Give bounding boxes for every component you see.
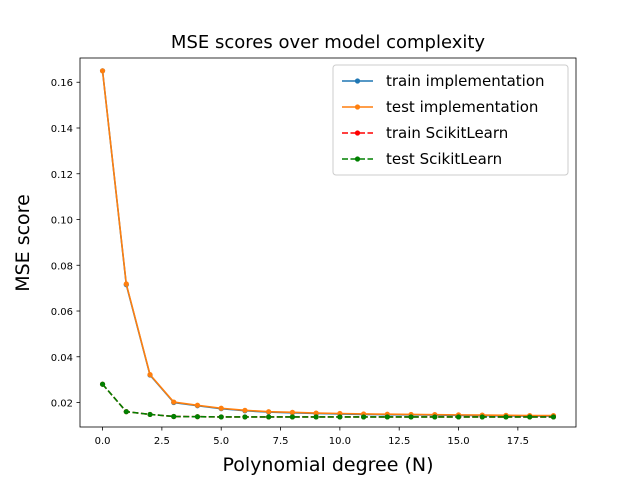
legend-label: train ScikitLearn <box>386 124 508 142</box>
data-point <box>171 413 177 420</box>
data-point <box>218 405 224 411</box>
data-point <box>147 372 153 378</box>
x-tick-label: 7.5 <box>273 436 289 447</box>
legend-swatch-marker <box>354 130 361 136</box>
data-point <box>242 407 248 413</box>
plot-area: 0.0 2.5 5.0 7.5 10.0 12.5 15.0 17.5 0.02 0.04 0.06… <box>51 57 577 447</box>
legend-label: train implementation <box>386 72 545 90</box>
data-point <box>123 409 129 415</box>
x-tick-label: 10.0 <box>329 436 351 447</box>
data-point <box>266 409 272 415</box>
chart-title: MSE scores over model complexity <box>171 32 485 53</box>
y-tick-label: 0.04 <box>51 353 73 364</box>
y-tick-label: 0.02 <box>51 399 73 410</box>
legend-swatch-marker <box>354 78 361 84</box>
data-point <box>242 414 248 420</box>
data-point <box>503 414 509 420</box>
data-point <box>550 414 557 420</box>
series-line-2 <box>101 383 554 418</box>
data-point <box>194 402 201 408</box>
data-point <box>313 410 319 416</box>
legend-label: test ScikitLearn <box>386 150 502 168</box>
legend-swatch-marker <box>354 104 361 110</box>
axes-frame <box>79 57 577 428</box>
x-tick-label: 12.5 <box>388 436 410 447</box>
legend-box <box>332 64 569 176</box>
x-tick-label: 17.5 <box>507 436 529 447</box>
data-point <box>194 414 201 420</box>
y-tick-label: 0.06 <box>51 307 73 318</box>
y-tick-label: 0.14 <box>51 124 73 135</box>
y-tick-label: 0.12 <box>51 170 73 181</box>
data-point <box>313 414 319 420</box>
series-group <box>99 68 557 420</box>
y-tick-label: 0.10 <box>51 216 73 227</box>
data-point <box>337 414 343 420</box>
data-point <box>361 414 367 420</box>
series-line-3 <box>101 383 554 418</box>
y-tick-label: 0.16 <box>51 78 73 89</box>
data-point <box>289 414 295 420</box>
legend-label: test implementation <box>386 98 538 116</box>
x-tick-label: 5.0 <box>213 436 229 447</box>
data-point <box>479 414 485 420</box>
data-point <box>289 409 295 415</box>
data-point <box>218 414 224 420</box>
x-axis-title: Polynomial degree (N) <box>222 454 433 476</box>
data-point <box>99 68 106 74</box>
legend: train implementation test implementation t… <box>332 64 569 176</box>
y-tick-label: 0.08 <box>51 261 73 272</box>
data-point <box>147 411 153 418</box>
data-point <box>171 399 177 405</box>
series-line-1 <box>101 70 554 417</box>
data-point <box>123 281 129 287</box>
legend-swatch-marker <box>354 156 361 162</box>
data-point <box>527 414 533 420</box>
y-axis-title: MSE score <box>12 194 34 292</box>
x-tick-label: 2.5 <box>154 436 170 447</box>
data-point <box>266 414 272 420</box>
data-point <box>384 414 390 420</box>
data-point <box>432 414 438 420</box>
data-point <box>99 381 106 387</box>
x-tick-label: 0.0 <box>95 436 111 447</box>
data-point <box>455 414 462 420</box>
data-point <box>408 414 414 420</box>
x-tick-label: 15.0 <box>447 436 469 447</box>
